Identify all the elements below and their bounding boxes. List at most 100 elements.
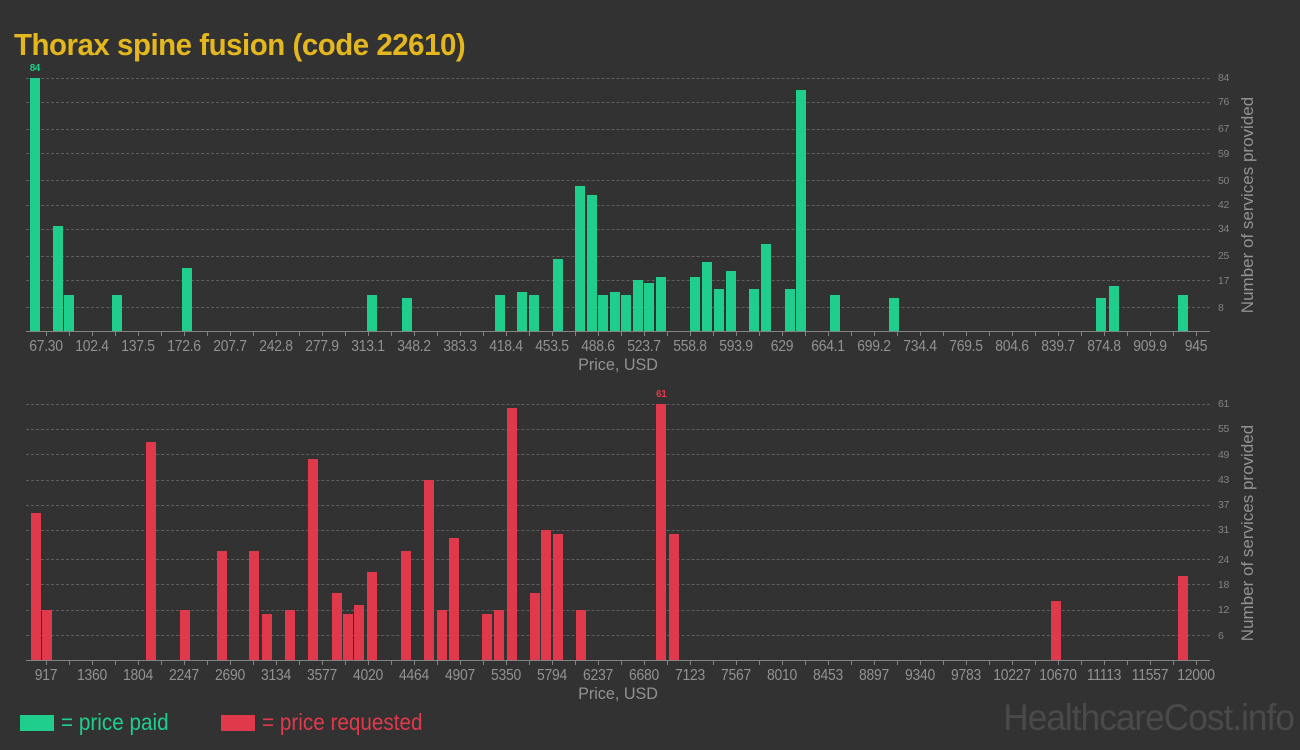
- bar: [552, 258, 563, 331]
- x-tick-label: 4020: [352, 667, 383, 684]
- y-tick-label: 12: [1218, 604, 1230, 617]
- x-tick: [597, 332, 599, 336]
- x-tick: [367, 332, 369, 336]
- x-tick: [1195, 332, 1197, 336]
- x-tick: [781, 332, 783, 336]
- x-tick-label: 4907: [444, 667, 475, 684]
- y-tick-label: 43: [1218, 473, 1230, 486]
- x-tick-minor: [666, 332, 668, 336]
- y-axis-paid: 84 76 67 59 50 42 34 25 17 8: [1218, 72, 1258, 332]
- x-tick-minor: [114, 661, 116, 665]
- bar: [784, 288, 795, 331]
- bar: [598, 294, 609, 331]
- x-tick-minor: [528, 332, 530, 336]
- plot-area-paid: 84: [26, 63, 1210, 332]
- x-tick-label: 9340: [904, 667, 935, 684]
- x-tick-label: 313.1: [350, 338, 385, 355]
- bar: [42, 609, 53, 660]
- x-tick-minor: [988, 332, 990, 336]
- x-tick-minor: [252, 661, 254, 665]
- bar: [112, 294, 123, 331]
- x-tick-minor: [942, 661, 944, 665]
- x-tick: [597, 661, 599, 665]
- bar: [31, 513, 42, 660]
- gridline: [26, 454, 1210, 456]
- x-tick: [551, 661, 553, 665]
- bar: [63, 294, 74, 331]
- bar: [796, 90, 807, 331]
- x-tick-label: 7123: [674, 667, 705, 684]
- x-axis-title-requested: Price, USD: [578, 684, 658, 703]
- x-tick-minor: [712, 332, 714, 336]
- x-tick-label: 207.7: [212, 338, 247, 355]
- x-tick: [735, 661, 737, 665]
- bar: [424, 479, 435, 660]
- x-tick: [367, 661, 369, 665]
- gridline: [26, 102, 1210, 104]
- x-tick-label: 734.4: [902, 338, 937, 355]
- x-tick-label: 6237: [582, 667, 613, 684]
- x-tick-label: 8010: [766, 667, 797, 684]
- x-tick-minor: [68, 661, 70, 665]
- x-tick: [643, 661, 645, 665]
- y-tick-label: 24: [1218, 553, 1230, 566]
- bar: [725, 270, 736, 331]
- x-tick: [137, 661, 139, 665]
- x-tick-minor: [390, 661, 392, 665]
- gridline: [26, 584, 1210, 586]
- bar: [482, 613, 493, 660]
- x-tick-minor: [1034, 661, 1036, 665]
- x-tick-label: 1360: [76, 667, 107, 684]
- bar: [366, 294, 377, 331]
- x-tick-minor: [252, 332, 254, 336]
- page-title: Thorax spine fusion (code 22610): [14, 26, 466, 62]
- x-tick-label: 67.30: [28, 338, 63, 355]
- x-tick-minor: [666, 661, 668, 665]
- bar: [307, 458, 318, 660]
- x-tick-minor: [1172, 661, 1174, 665]
- x-tick: [91, 332, 93, 336]
- x-tick-label: 1804: [122, 667, 153, 684]
- x-tick-minor: [620, 661, 622, 665]
- y-tick-label: 31: [1218, 524, 1230, 537]
- y-tick-label: 59: [1218, 147, 1230, 160]
- bar: [53, 225, 64, 331]
- bar: [644, 282, 655, 331]
- x-tick-minor: [804, 332, 806, 336]
- gridline: [26, 78, 1210, 79]
- gridline: [26, 228, 1210, 230]
- x-tick-label: 3134: [260, 667, 291, 684]
- x-tick-label: 10670: [1038, 667, 1077, 684]
- x-tick-minor: [1080, 332, 1082, 336]
- x-tick-minor: [1126, 332, 1128, 336]
- gridline: [26, 153, 1210, 155]
- bar: [713, 288, 724, 331]
- x-tick: [551, 332, 553, 336]
- bar: [574, 186, 585, 331]
- x-tick-label: 383.3: [442, 338, 477, 355]
- x-tick-label: 945: [1184, 338, 1207, 355]
- x-tick: [1149, 332, 1151, 336]
- bar: [506, 408, 517, 660]
- x-tick: [413, 332, 415, 336]
- x-tick: [1011, 661, 1013, 665]
- x-tick-minor: [758, 332, 760, 336]
- x-tick: [919, 332, 921, 336]
- x-tick-label: 558.8: [672, 338, 707, 355]
- legend-swatch-requested: [220, 714, 255, 731]
- x-tick-minor: [1034, 332, 1036, 336]
- x-tick: [689, 661, 691, 665]
- bar: [494, 609, 505, 660]
- bar: [656, 276, 667, 331]
- x-tick-minor: [344, 332, 346, 336]
- bar: 84: [30, 63, 40, 331]
- x-tick-label: 418.4: [488, 338, 523, 355]
- bar: [342, 613, 353, 660]
- bar: [436, 609, 447, 660]
- x-tick-label: 769.5: [948, 338, 983, 355]
- bar: [181, 267, 192, 331]
- x-tick-minor: [206, 332, 208, 336]
- y-tick-label: 76: [1218, 96, 1230, 109]
- x-tick-minor: [482, 332, 484, 336]
- gridline: [26, 529, 1210, 531]
